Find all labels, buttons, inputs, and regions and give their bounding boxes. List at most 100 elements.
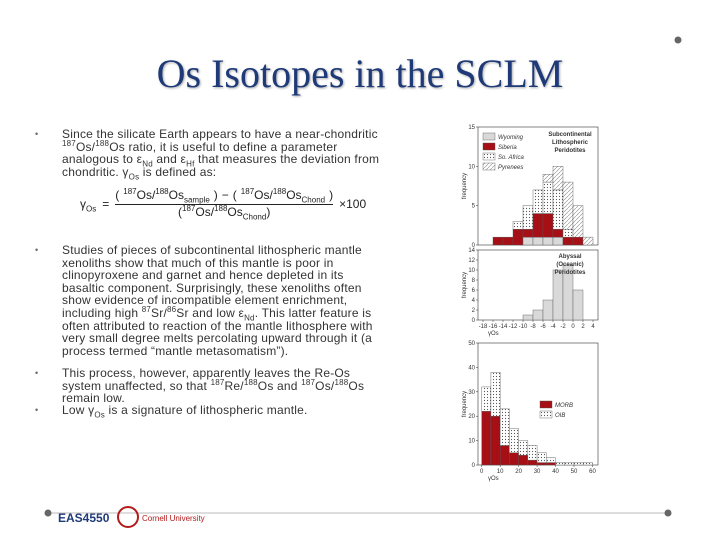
bar (522, 205, 534, 230)
x-tick-label: -8 (530, 324, 536, 330)
y-axis-label: frequency (462, 391, 468, 417)
annotation: (Oceanic) (556, 262, 583, 268)
bar (546, 462, 556, 466)
legend-label: OIB (555, 413, 565, 419)
text-run: Os ratio, it is useful to define a param… (62, 139, 338, 167)
eq-minus: − (221, 188, 229, 202)
bar (509, 428, 519, 453)
deco-dot (44, 509, 52, 517)
y-tick-label: 5 (472, 204, 476, 210)
text-run: Os/ (195, 205, 215, 219)
legend-swatch (539, 410, 553, 419)
legend-swatch (482, 132, 496, 141)
bar (481, 411, 492, 466)
text-run: Nd (142, 159, 153, 169)
x-axis-label: γOs (488, 476, 499, 482)
x-tick-label: 30 (534, 469, 541, 475)
y-tick-label: 10 (468, 439, 475, 445)
bar (572, 236, 584, 246)
bar (542, 213, 554, 238)
bar (572, 205, 584, 238)
x-tick-label: -6 (540, 324, 546, 330)
text-run: 188 (334, 377, 349, 387)
deco-dot (674, 36, 682, 44)
text-run: 188 (214, 204, 228, 213)
y-tick-label: 20 (468, 414, 475, 420)
bar (522, 314, 534, 321)
text-run: Os (86, 203, 97, 213)
y-tick-label: 10 (468, 268, 475, 274)
bar (552, 229, 564, 238)
text-run: Studies of pieces of subcontinental lith… (62, 243, 362, 320)
text-run: Chond (301, 195, 326, 205)
equation: γOs = (187Os/188Ossample) −(187Os/188OsCho… (80, 187, 366, 222)
bar (527, 459, 538, 466)
bar (552, 166, 564, 191)
bar (532, 309, 544, 321)
text-run: γ (80, 196, 86, 211)
text-run: Hf (186, 159, 195, 169)
x-tick-label: 20 (515, 469, 522, 475)
bar (532, 236, 544, 246)
bar (502, 236, 514, 246)
x-tick-label: 4 (591, 324, 595, 330)
bar (562, 181, 574, 230)
bar (536, 452, 547, 463)
bar (499, 408, 510, 446)
bar (536, 462, 547, 466)
bar (573, 462, 584, 466)
deco-dot (664, 509, 672, 517)
bar (512, 229, 524, 246)
x-tick-label: 60 (589, 469, 596, 475)
text-run: 187 (123, 187, 137, 196)
bar (542, 236, 554, 246)
y-tick-label: 0 (472, 243, 476, 249)
legend-label: Wyoming (498, 135, 524, 141)
y-axis-label: frequency (462, 173, 468, 199)
text-run: and ε (152, 152, 187, 167)
legend-swatch (482, 162, 496, 171)
text-run: 187 (210, 377, 225, 387)
bar (527, 445, 538, 461)
bar (546, 457, 556, 463)
text-run: 187 (301, 377, 316, 387)
bar (542, 173, 554, 183)
text-run: Os/ (136, 188, 156, 202)
text-run: Sr/ (151, 305, 167, 320)
text-run: that measures the deviation from chondri… (62, 152, 380, 179)
x-tick-label: -10 (519, 324, 528, 330)
bar (552, 269, 564, 321)
text-run: Os/ (75, 139, 96, 154)
y-tick-label: 50 (468, 341, 475, 347)
legend-swatch (482, 152, 496, 161)
x-tick-label: 0 (480, 469, 484, 475)
bar (512, 221, 524, 230)
text-run: Chond (242, 212, 267, 222)
y-tick-label: 12 (468, 258, 475, 264)
text-run: 187 (240, 187, 255, 196)
x-tick-label: -18 (479, 324, 488, 330)
bar (562, 236, 574, 246)
y-tick-label: 0 (472, 318, 476, 324)
legend-label: Pyrenees (498, 165, 523, 171)
x-axis-label: γOs (488, 331, 499, 337)
text-run: Os and (257, 378, 302, 393)
university-label: Cornell University (142, 514, 205, 523)
annotation: Peridotites (554, 270, 586, 276)
text-run: 188 (155, 187, 169, 196)
x-tick-label: 50 (571, 469, 578, 475)
text-run: Low γ (62, 403, 95, 417)
y-tick-label: 8 (472, 278, 476, 284)
bar (492, 236, 504, 246)
y-tick-label: 40 (468, 365, 475, 371)
bar (532, 189, 544, 214)
bar (499, 445, 510, 466)
legend-label: So. Africa (498, 155, 524, 161)
y-tick-label: 10 (468, 164, 475, 170)
text-run: Os (128, 172, 140, 182)
y-tick-label: 30 (468, 390, 475, 396)
slide-title: Os Isotopes in the SCLM (156, 51, 564, 96)
bullet: • Since the silicate Earth appears to hav… (35, 127, 380, 182)
